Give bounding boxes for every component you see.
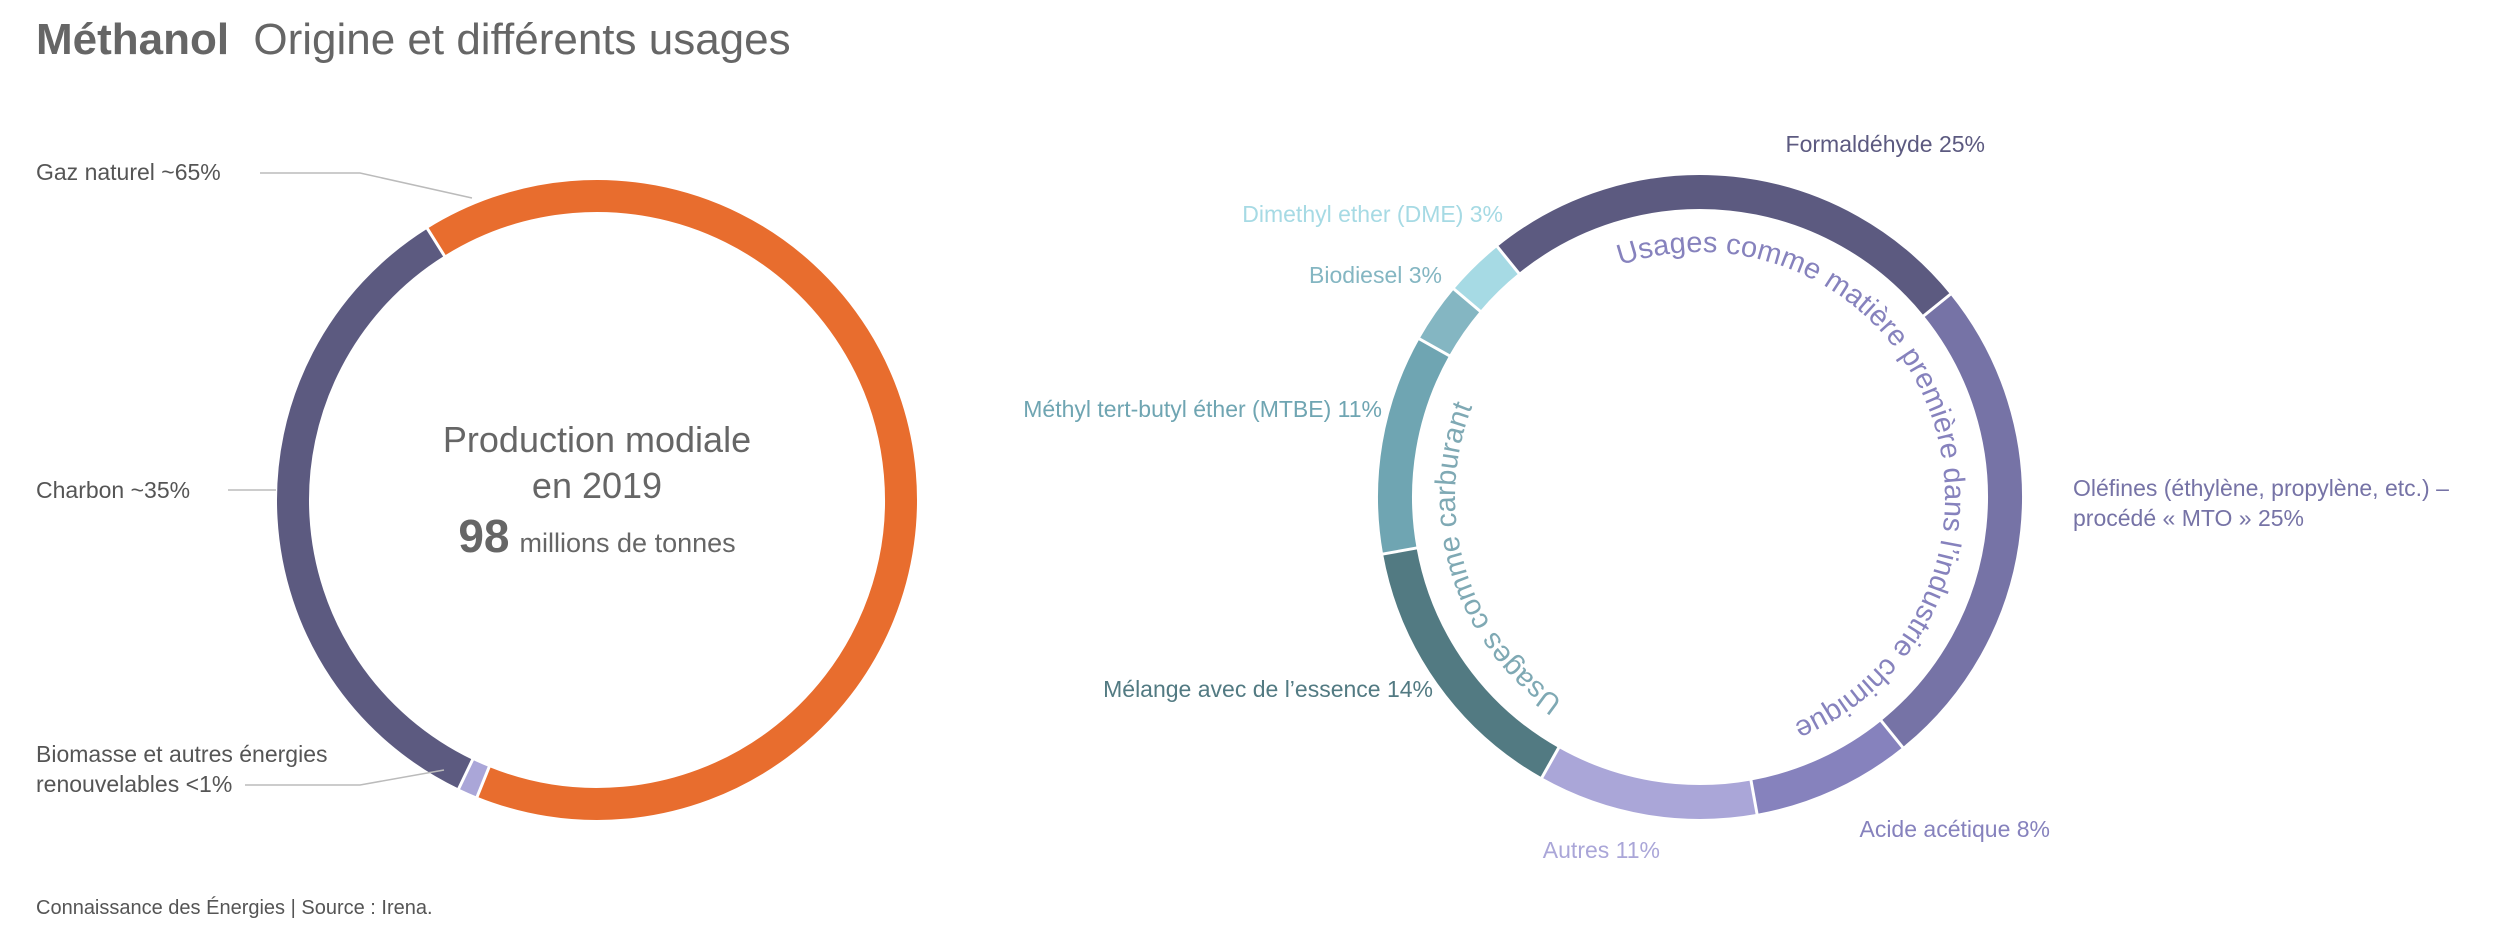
usage-label-1: Oléfines (éthylène, propylène, etc.) – pr…	[2073, 475, 2449, 531]
usage-slice-6	[1419, 289, 1481, 356]
usage-label-3: Autres 11%	[1543, 837, 1660, 863]
slice-label-charbon: Charbon ~35%	[36, 477, 190, 503]
usage-slice-4	[1383, 547, 1559, 778]
center-text-line2: en 2019	[532, 465, 662, 506]
usage-slice-0	[1497, 175, 1951, 316]
usage-slice-1	[1881, 294, 2022, 748]
origin-separator-1	[475, 765, 491, 799]
origin-slice-1	[458, 759, 490, 797]
usage-label-5: Méthyl tert-butyl éther (MTBE) 11%	[1023, 396, 1382, 422]
usage-label-4: Mélange avec de l’essence 14%	[1103, 676, 1433, 702]
usage-label-0: Formaldéhyde 25%	[1786, 131, 1985, 157]
origin-slice-0	[427, 180, 917, 820]
page-title-bold: Méthanol	[36, 15, 229, 64]
usage-separator-0	[1495, 245, 1521, 275]
page-title: Méthanol Origine et différents usages	[36, 15, 791, 64]
page-title-rest: Origine et différents usages	[253, 15, 790, 64]
usage-separator-7	[1452, 287, 1482, 313]
source-note: Connaissance des Énergies | Source : Ire…	[36, 896, 433, 919]
origin-donut-chart: Gaz naturel ~65% Charbon ~35% Biomasse et …	[36, 159, 917, 820]
origin-slice-2	[277, 228, 473, 789]
usage-separator-5	[1381, 546, 1418, 556]
origin-separator-0	[425, 226, 447, 258]
usage-slice-3	[1541, 747, 1758, 819]
leader-line-biomass	[245, 769, 445, 786]
usage-separator-3	[1749, 779, 1759, 816]
usage-label-2: Acide acétique 8%	[1859, 816, 2050, 842]
usage-separator-4	[1540, 746, 1561, 780]
usage-donut-chart: Formaldéhyde 25% Oléfines (éthylène, prop…	[1023, 131, 2449, 863]
usage-label-7: Dimethyl ether (DME) 3%	[1242, 201, 1503, 227]
leader-line-gas	[260, 172, 473, 199]
center-total: 98 millions de tonnes	[458, 510, 735, 562]
usage-separator-1	[1922, 292, 1952, 318]
usage-slice-7	[1454, 246, 1520, 312]
usage-slice-5	[1378, 338, 1450, 555]
usage-label-6: Biodiesel 3%	[1309, 262, 1442, 288]
slice-label-gaz-naturel: Gaz naturel ~65%	[36, 159, 221, 185]
center-text-line1: Production modiale	[443, 419, 751, 460]
usage-separator-2	[1879, 719, 1905, 749]
usage-slice-2	[1750, 720, 1903, 814]
origin-separator-2	[456, 758, 475, 791]
usage-separator-6	[1417, 337, 1451, 358]
slice-label-biomasse: Biomasse et autres énergies renouvelables…	[36, 741, 328, 797]
